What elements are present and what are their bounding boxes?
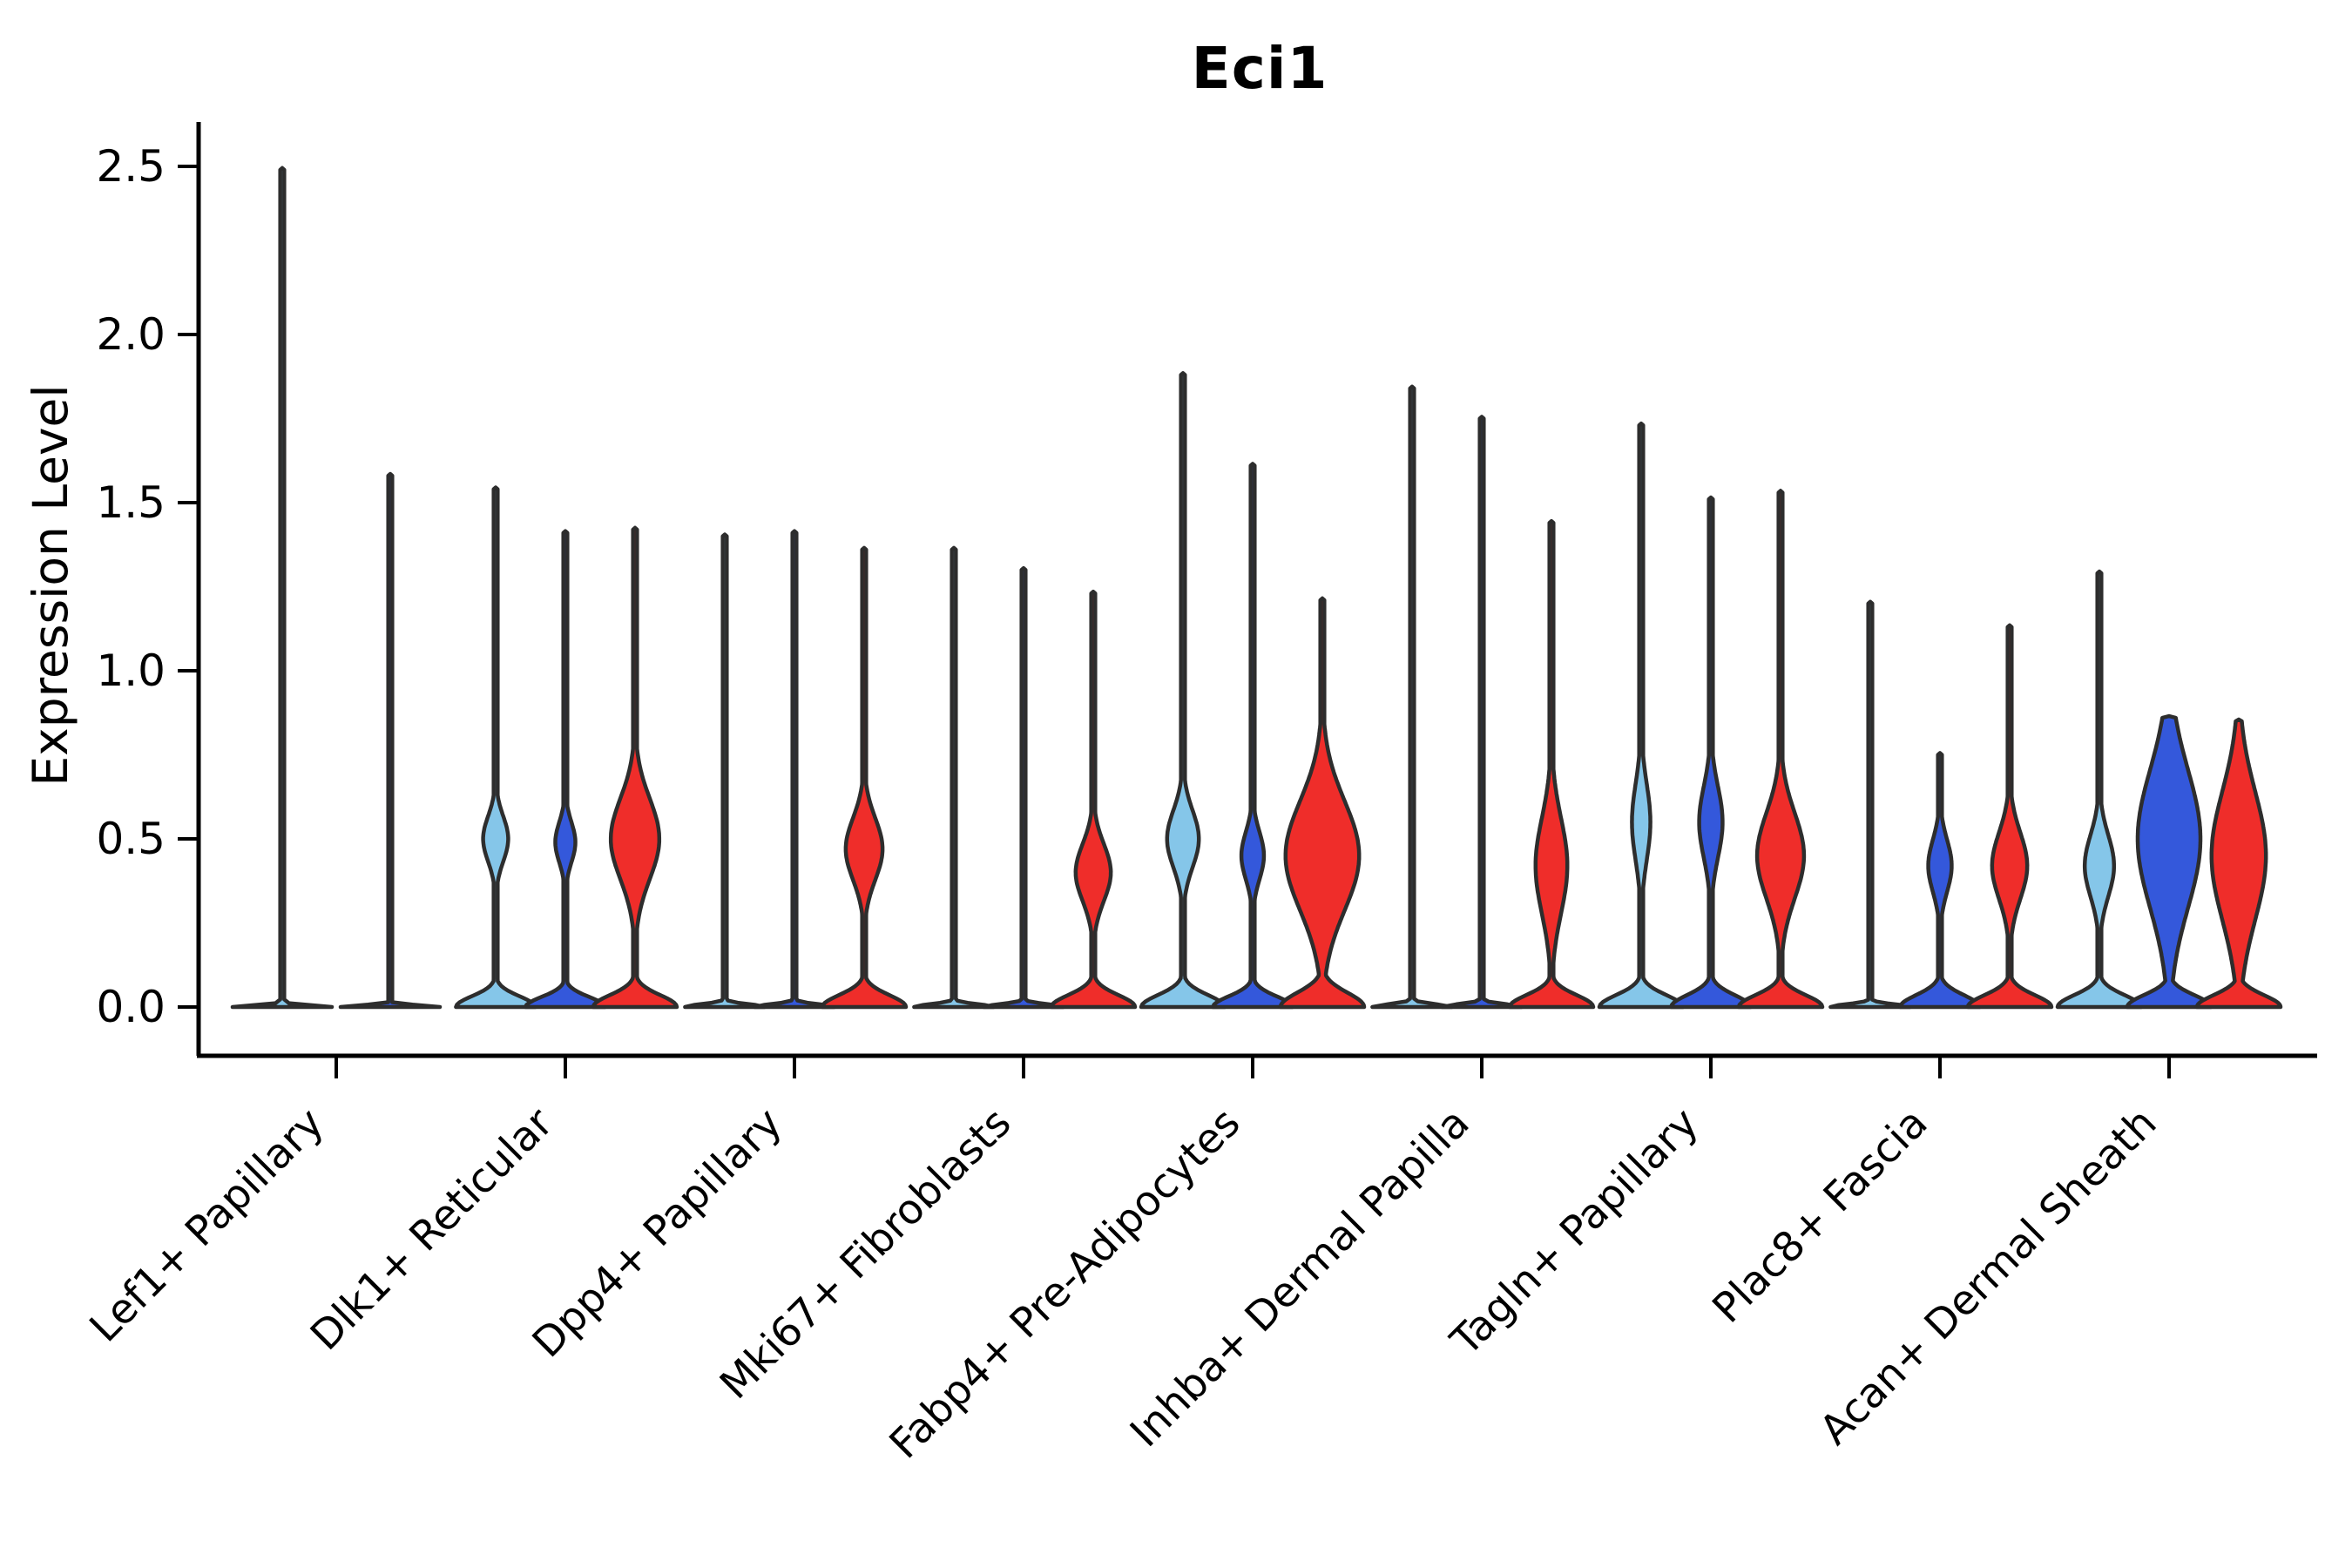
violin-red	[820, 545, 909, 1010]
violin-blue	[1211, 462, 1294, 1010]
violin-light-blue	[454, 485, 537, 1010]
violin-light-blue	[2055, 569, 2144, 1010]
y-tick-label: 1.5	[96, 477, 166, 528]
x-category-label: Plac8+ Fascia	[1704, 1099, 1937, 1333]
x-category-label: Dpp4+ Papillary	[524, 1099, 792, 1368]
violin-red	[1736, 489, 1825, 1010]
violin-light-blue	[683, 532, 767, 1010]
violin-red	[1965, 623, 2054, 1010]
x-category-label: Tagln+ Papillary	[1442, 1099, 1708, 1366]
y-tick-label: 1.0	[96, 645, 166, 696]
y-tick-label: 0.5	[96, 814, 166, 864]
violin-blue	[338, 471, 443, 1010]
x-category-label: Lef1+ Papillary	[81, 1099, 334, 1352]
violin-light-blue	[1597, 421, 1686, 1010]
violin-blue	[1669, 495, 1753, 1010]
violin-red	[591, 525, 679, 1010]
y-tick-label: 2.0	[96, 309, 166, 360]
violin-red	[1507, 518, 1596, 1010]
violin-light-blue	[1139, 371, 1227, 1010]
y-tick-label: 0.0	[96, 982, 166, 1032]
violin-blue	[1440, 415, 1524, 1010]
violin-light-blue	[912, 545, 996, 1010]
violin-blue	[1898, 751, 1982, 1010]
violin-light-blue	[1370, 384, 1454, 1010]
violin-blue	[753, 529, 836, 1010]
chart-title: Eci1	[1191, 35, 1328, 102]
y-axis-label: Expression Level	[23, 384, 78, 787]
violin-red	[1049, 589, 1138, 1010]
violin-red	[2194, 717, 2283, 1010]
violin-blue	[2125, 713, 2213, 1010]
y-tick-label: 2.5	[96, 141, 166, 192]
violin-light-blue	[1828, 599, 1912, 1010]
violin-blue	[524, 529, 607, 1010]
x-category-label: Dlk1+ Reticular	[301, 1098, 563, 1360]
violin-red	[1278, 596, 1367, 1010]
violin-light-blue	[230, 166, 335, 1010]
violin-blue	[982, 565, 1065, 1010]
